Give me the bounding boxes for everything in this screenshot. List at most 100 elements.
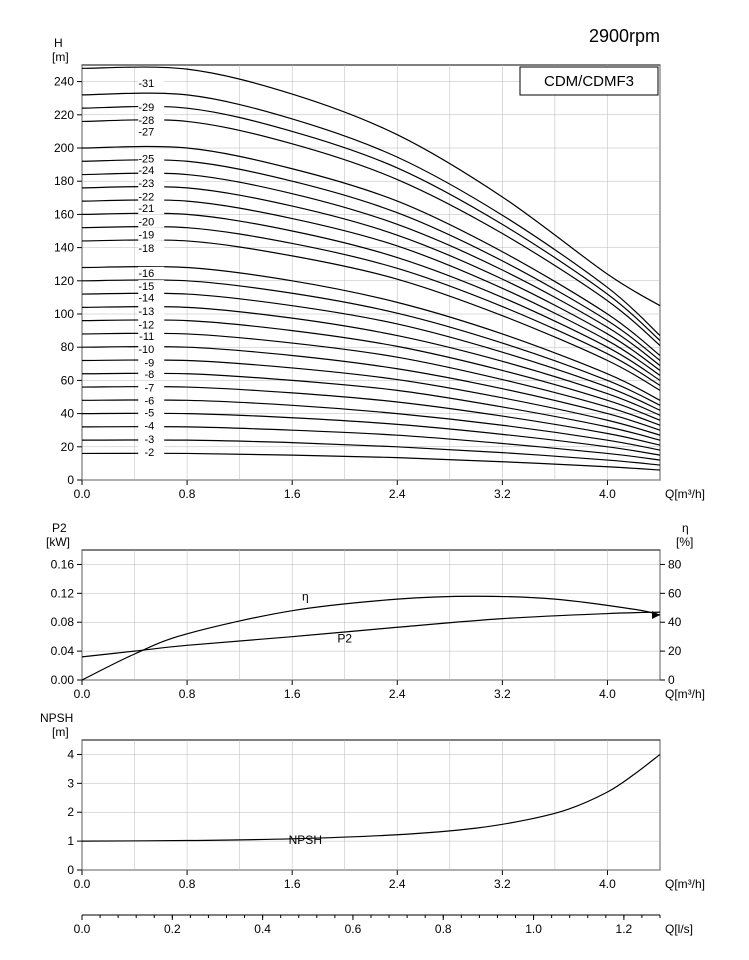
chart1-ytick-label: 80 xyxy=(61,340,75,354)
chart3-xtick-label: 2.4 xyxy=(389,877,406,891)
chart1-curve-label: -31 xyxy=(138,78,154,90)
chart1-curve-label: -22 xyxy=(138,191,154,203)
chart1-ytick-label: 140 xyxy=(54,241,74,255)
chart2-y1tick-label: 0.04 xyxy=(51,644,75,658)
chart1-ytick-label: 100 xyxy=(54,307,74,321)
axis4-xtick-label: 0.6 xyxy=(345,922,362,936)
chart3-ylabel-unit: [m] xyxy=(52,725,69,739)
chart3-ytick-label: 2 xyxy=(67,805,74,819)
chart1-ytick-label: 160 xyxy=(54,207,74,221)
chart1-xtick-label: 1.6 xyxy=(284,487,301,501)
chart1-curve-label: -9 xyxy=(144,357,154,369)
axis4-xtick-label: 0.8 xyxy=(435,922,452,936)
chart2-y1label: P2 xyxy=(52,521,67,535)
chart1-ylabel-unit: [m] xyxy=(52,50,69,64)
pump-curve-chart-panel: 2900rpm0.00.81.62.43.24.0020406080100120… xyxy=(20,20,729,940)
chart1-curve-label: -13 xyxy=(138,306,154,318)
chart1-curve-label: -6 xyxy=(144,396,154,408)
chart1-curve-label: -29 xyxy=(138,102,154,114)
chart2-y1tick-label: 0.16 xyxy=(51,557,75,571)
chart1-curve-label: -10 xyxy=(138,344,154,356)
chart2-y2tick-label: 60 xyxy=(668,586,682,600)
chart2-xtick-label: 0.0 xyxy=(74,687,91,701)
chart1-curve-label: -2 xyxy=(144,447,154,459)
chart2-y2tick-label: 40 xyxy=(668,615,682,629)
chart3-ytick-label: 1 xyxy=(67,834,74,848)
chart-svg: 2900rpm0.00.81.62.43.24.0020406080100120… xyxy=(20,20,729,940)
chart1-curve xyxy=(82,347,660,431)
chart1-curve-label: -27 xyxy=(138,127,154,139)
chart1-curve xyxy=(82,373,660,440)
chart2-y1label-unit: [kW] xyxy=(46,535,70,549)
chart1-ytick-label: 240 xyxy=(54,75,74,89)
axis4-xtick-label: 1.2 xyxy=(616,922,633,936)
chart1-curve-label: -19 xyxy=(138,230,154,242)
chart1-xtick-label: 0.0 xyxy=(74,487,91,501)
chart2-y2label: η xyxy=(682,521,689,535)
axis4-xtick-label: 0.0 xyxy=(74,922,91,936)
chart1-curve-label: -4 xyxy=(144,421,154,433)
chart1-ylabel: H xyxy=(54,36,63,50)
model-label: CDM/CDMF3 xyxy=(544,73,634,90)
axis4-xtick-label: 0.4 xyxy=(254,922,271,936)
chart1-xtick-label: 4.0 xyxy=(599,487,616,501)
chart1-ytick-label: 220 xyxy=(54,108,74,122)
chart2-xtick-label: 0.8 xyxy=(179,687,196,701)
axis4-xtick-label: 1.0 xyxy=(525,922,542,936)
chart2-y1tick-label: 0.00 xyxy=(51,673,75,687)
chart1-ytick-label: 60 xyxy=(61,373,75,387)
chart1-curve-label: -3 xyxy=(144,434,154,446)
axis4-xlabel: Q[l/s] xyxy=(665,922,693,936)
chart3-xlabel: Q[m³/h] xyxy=(665,877,705,891)
chart2-xtick-label: 4.0 xyxy=(599,687,616,701)
chart1-curve-label: -5 xyxy=(144,407,154,419)
chart1-curve xyxy=(82,146,660,355)
chart2-y2tick-label: 0 xyxy=(668,673,675,687)
chart2-y2label-unit: [%] xyxy=(676,535,693,549)
chart1-xtick-label: 2.4 xyxy=(389,487,406,501)
chart1-xtick-label: 0.8 xyxy=(179,487,196,501)
chart3-frame xyxy=(82,740,660,870)
chart1-curve xyxy=(82,120,660,346)
chart2-y2tick-label: 80 xyxy=(668,557,682,571)
chart3-xtick-label: 0.0 xyxy=(74,877,91,891)
chart2-y2tick-label: 20 xyxy=(668,644,682,658)
chart1-curve-label: -8 xyxy=(144,369,154,381)
chart1-curve xyxy=(82,106,660,340)
chart2-y1tick-label: 0.12 xyxy=(51,586,75,600)
chart1-curve-label: -23 xyxy=(138,178,154,190)
chart2-curve-eta xyxy=(82,596,660,680)
chart1-curve-label: -24 xyxy=(138,165,154,177)
chart3-curve-label: NPSH xyxy=(289,833,322,847)
chart2-y1tick-label: 0.08 xyxy=(51,615,75,629)
chart3-ylabel: NPSH xyxy=(40,711,73,725)
chart1-xtick-label: 3.2 xyxy=(494,487,511,501)
chart3-curve xyxy=(82,754,660,841)
chart3-ytick-label: 3 xyxy=(67,776,74,790)
chart3-xtick-label: 0.8 xyxy=(179,877,196,891)
chart1-curve-label: -18 xyxy=(138,243,154,255)
chart1-curve-label: -12 xyxy=(138,319,154,331)
chart1-curve-label: -21 xyxy=(138,203,154,215)
chart1-curve xyxy=(82,387,660,446)
chart2-xtick-label: 3.2 xyxy=(494,687,511,701)
chart3-xtick-label: 4.0 xyxy=(599,877,616,891)
chart2-xtick-label: 1.6 xyxy=(284,687,301,701)
chart1-curve-label: -11 xyxy=(139,331,154,343)
axis4-xtick-label: 0.2 xyxy=(164,922,181,936)
chart3-ytick-label: 4 xyxy=(67,747,74,761)
chart1-ytick-label: 200 xyxy=(54,141,74,155)
chart1-curve-label: -16 xyxy=(138,268,154,280)
chart1-ytick-label: 0 xyxy=(67,473,74,487)
chart1-curve-label: -15 xyxy=(138,281,154,293)
chart1-ytick-label: 40 xyxy=(61,407,75,421)
chart2-xlabel: Q[m³/h] xyxy=(665,687,705,701)
chart1-curve xyxy=(82,453,660,470)
chart1-curve-label: -28 xyxy=(138,115,154,127)
chart1-curve-label: -14 xyxy=(138,293,154,305)
chart1-curve-label: -20 xyxy=(138,216,154,228)
chart2-curve-label: P2 xyxy=(337,631,352,645)
chart1-xlabel: Q[m³/h] xyxy=(665,487,705,501)
chart1-ytick-label: 120 xyxy=(54,274,74,288)
chart1-curve-label: -25 xyxy=(138,153,154,165)
